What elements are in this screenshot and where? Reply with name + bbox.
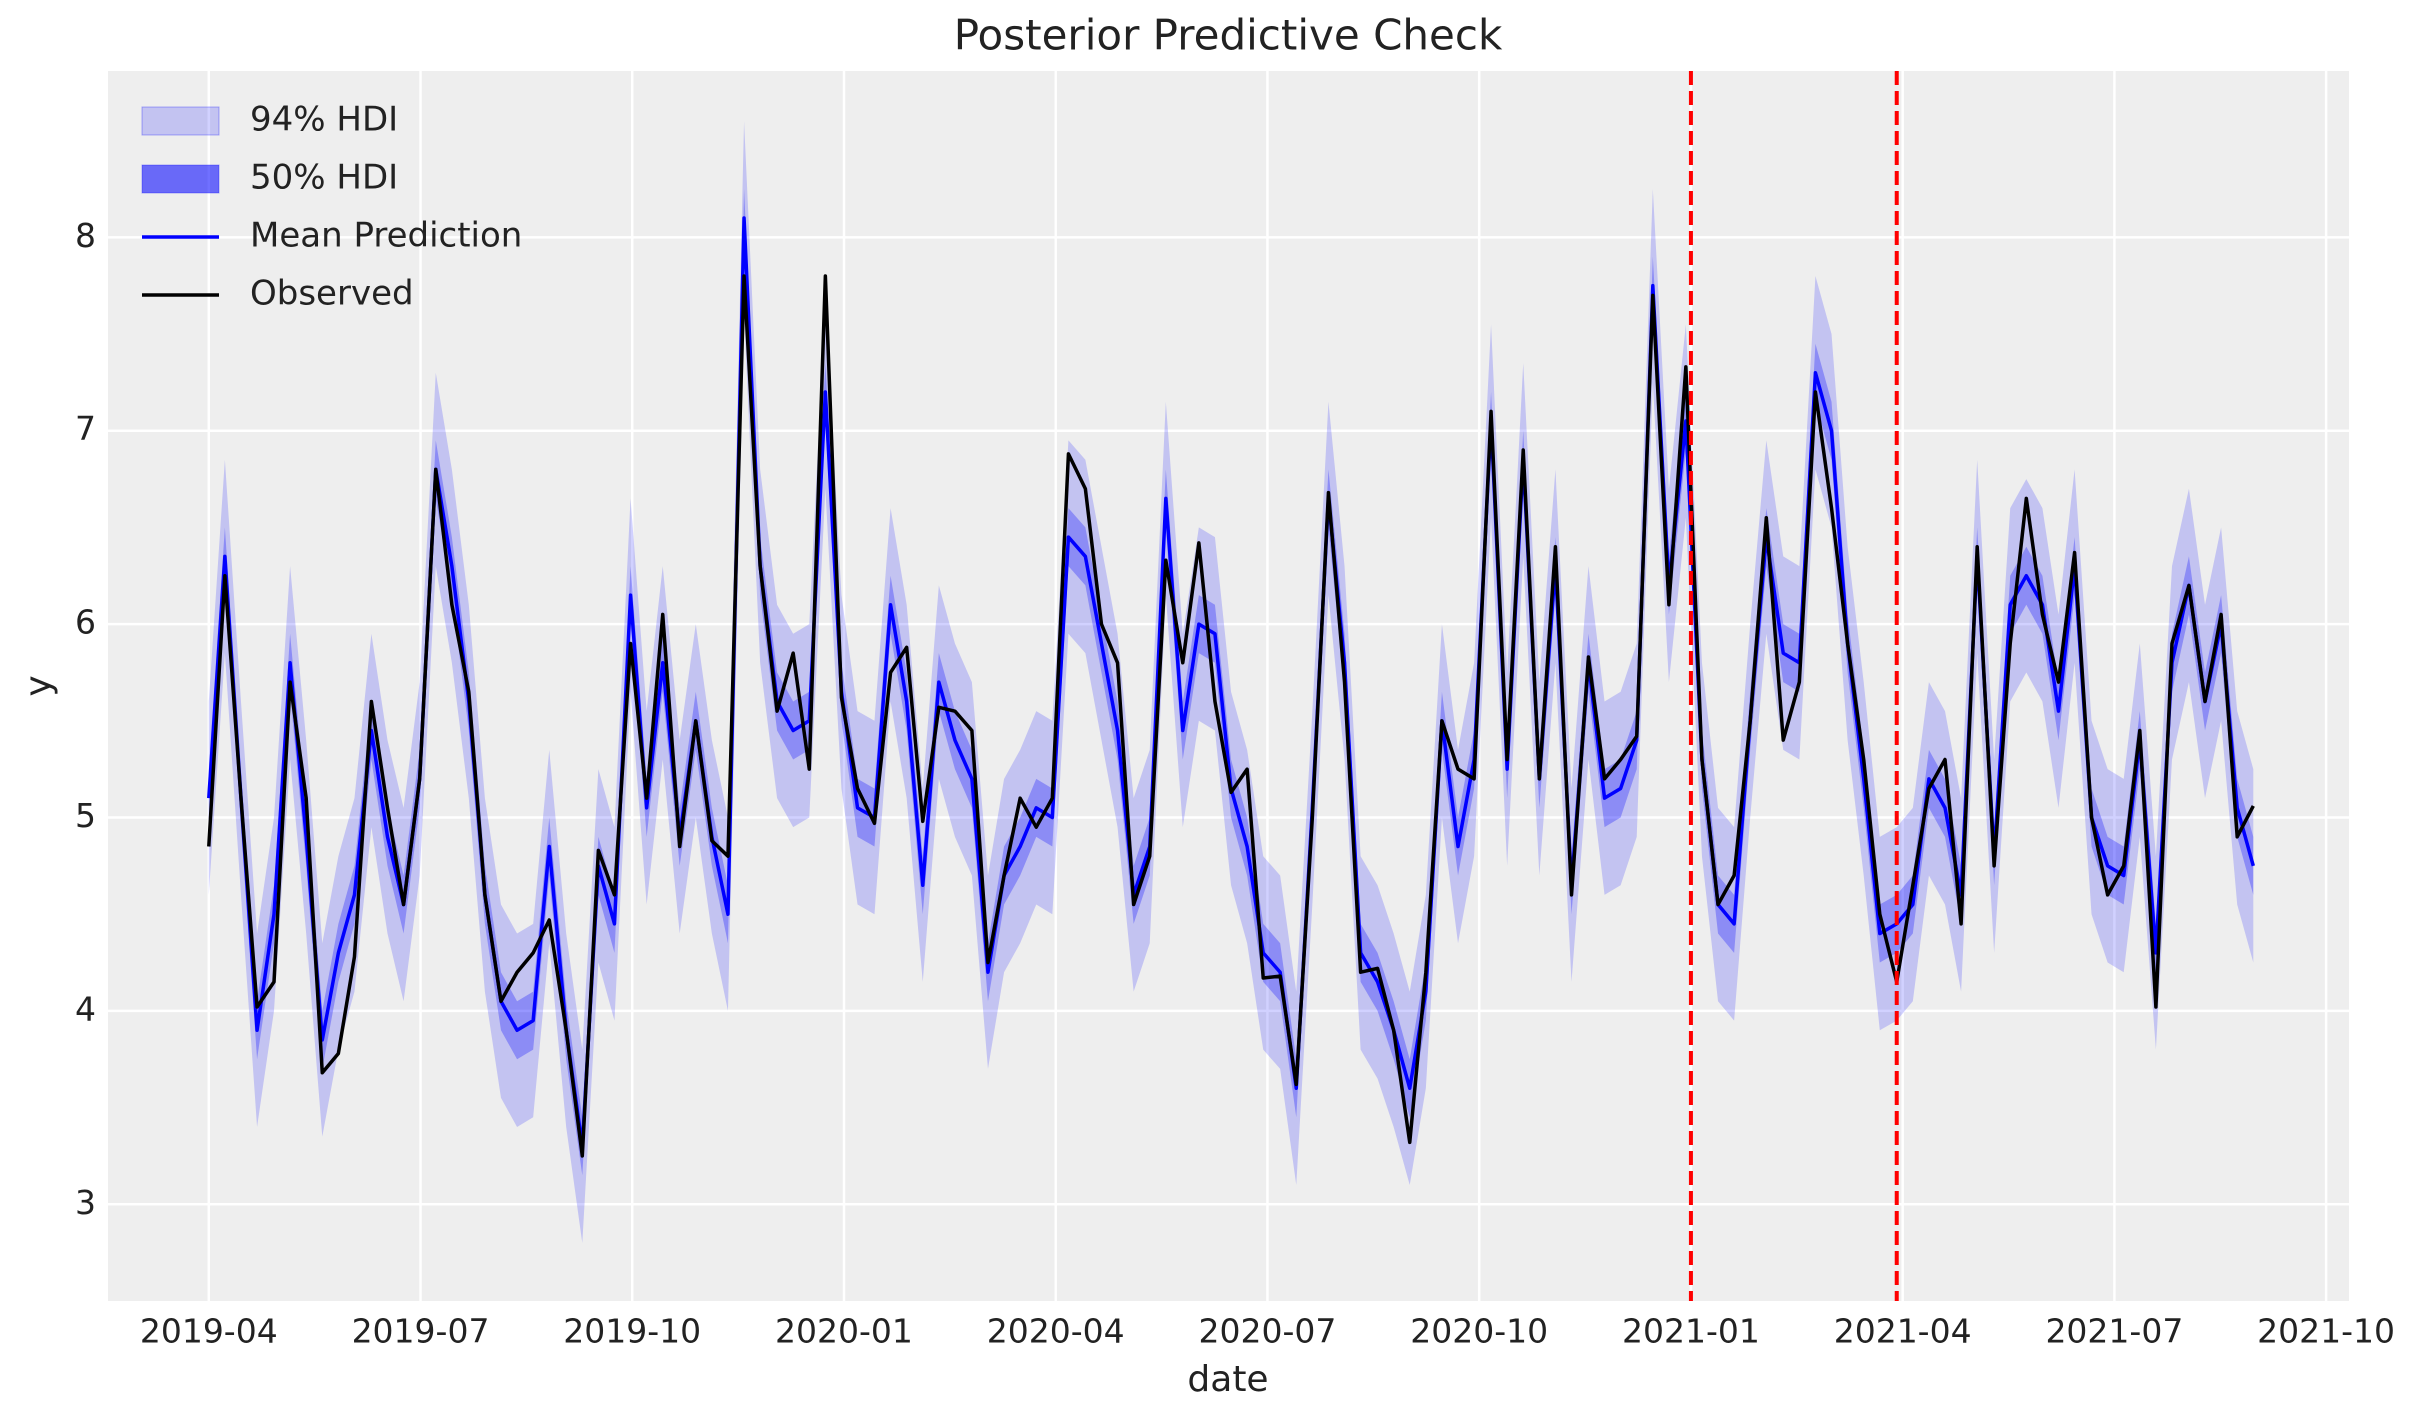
x-tick-label: 2019-04 bbox=[140, 1312, 278, 1351]
marks bbox=[207, 71, 2255, 1301]
x-tick-label: 2020-01 bbox=[775, 1312, 913, 1351]
y-axis-label: y bbox=[18, 675, 59, 696]
legend-label: 50% HDI bbox=[250, 158, 398, 198]
legend-label: Mean Prediction bbox=[250, 216, 522, 256]
legend-swatch bbox=[141, 106, 220, 136]
x-tick-label: 2020-07 bbox=[1199, 1312, 1337, 1351]
y-tick-label: 4 bbox=[75, 989, 96, 1028]
grid bbox=[108, 71, 2349, 1301]
x-tick-label: 2021-04 bbox=[1834, 1312, 1972, 1351]
x-tick-label: 2020-10 bbox=[1410, 1312, 1548, 1351]
legend: 94% HDI 50% HDI Mean Prediction Observed bbox=[141, 100, 522, 314]
y-tick-label: 6 bbox=[75, 603, 96, 642]
y-tick-label: 7 bbox=[75, 409, 96, 448]
chart-title: Posterior Predictive Check bbox=[954, 11, 1503, 60]
series-line bbox=[207, 274, 2255, 1158]
x-tick-label: 2021-07 bbox=[2045, 1312, 2183, 1351]
x-tick-label: 2021-10 bbox=[2257, 1312, 2395, 1351]
y-tick-label: 8 bbox=[75, 216, 96, 255]
x-axis-label: date bbox=[1187, 1359, 1268, 1400]
y-tick-label: 3 bbox=[75, 1183, 96, 1222]
x-tick-label: 2019-10 bbox=[563, 1312, 701, 1351]
x-tick-label: 2020-04 bbox=[987, 1312, 1125, 1351]
plot-background bbox=[108, 71, 2349, 1301]
legend-swatch bbox=[141, 164, 220, 194]
y-tick-label: 5 bbox=[75, 796, 96, 835]
labels: 3 4 5 6 7 8 2019-04 2019-07 2019-10 2020-01 2020-0… bbox=[75, 216, 2395, 1351]
legend-label: 94% HDI bbox=[250, 100, 398, 140]
legend-label: Observed bbox=[250, 274, 414, 314]
x-tick-label: 2021-01 bbox=[1622, 1312, 1760, 1351]
x-tick-label: 2019-07 bbox=[352, 1312, 490, 1351]
hdi-band bbox=[208, 121, 2254, 1243]
